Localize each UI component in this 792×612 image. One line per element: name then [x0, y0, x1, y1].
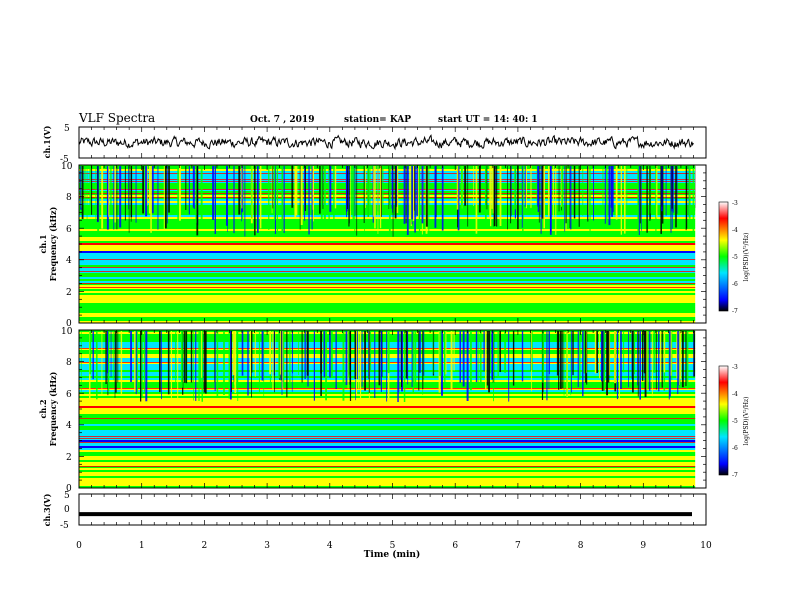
- x-tick-label: 8: [578, 541, 584, 551]
- ch1-ytick-top: 5: [64, 124, 70, 134]
- figure-title: VLF Spectra: [78, 111, 155, 125]
- ch3-waveform-panel: 5 0 -5 ch.3(V) 0 1 2 3 4 5 6 7 8 9 10 Time (min): [42, 491, 712, 560]
- start-time-label: start UT = 14: 40: 1: [438, 115, 538, 125]
- cb2-tick-m7: -7: [732, 472, 738, 479]
- cb2-label: log(PSD)(V²/Hz): [743, 397, 750, 446]
- x-tick-label: 6: [452, 541, 458, 551]
- cb1-tick-m3: -3: [732, 200, 738, 207]
- x-tick-label: 4: [327, 541, 333, 551]
- ch2-ytick-8: 8: [66, 358, 72, 368]
- ch1-ylabel: ch.1(V): [42, 125, 52, 158]
- cb2-tick-m3: -3: [732, 364, 738, 371]
- ch1-ytick-0: 0: [66, 319, 72, 329]
- ch1-ytick-10: 10: [61, 162, 73, 172]
- x-axis-label: Time (min): [364, 549, 421, 560]
- x-tick-label: 9: [640, 541, 646, 551]
- station-label: station= KAP: [344, 115, 411, 125]
- ch1-ytick-4: 4: [66, 256, 72, 266]
- ch2-spectrogram-panel: 0 2 4 6 8 10 ch.2 Frequency (kHz): [38, 327, 707, 494]
- ch2-ytick-0: 0: [66, 484, 72, 494]
- ch1-ytick-6: 6: [66, 225, 72, 235]
- ch2-ylabel-channel: ch.2: [38, 399, 48, 418]
- ch2-spectrogram-image: [79, 330, 706, 489]
- ch2-ytick-6: 6: [66, 390, 72, 400]
- ch1-colorbar: -3 -4 -5 -6 -7 log(PSD)(V²/Hz): [718, 200, 750, 315]
- x-tick-label: 0: [76, 541, 82, 551]
- ch1-ytick-bottom: -5: [60, 155, 69, 165]
- ch2-colorbar: -3 -4 -5 -6 -7 log(PSD)(V²/Hz): [718, 364, 750, 479]
- ch2-ylabel-frequency: Frequency (kHz): [48, 371, 58, 446]
- ch3-ytick-bottom: -5: [60, 521, 69, 531]
- ch1-ylabel-channel: ch.1: [38, 234, 48, 253]
- x-tick-label: 10: [700, 541, 712, 551]
- cb1-tick-m5: -5: [732, 254, 738, 261]
- ch1-spectrogram-panel: 0 2 4 6 8 10 ch.1 Frequency (kHz): [38, 162, 707, 329]
- ch3-ytick-top: 5: [64, 491, 70, 501]
- cb1-tick-m7: -7: [732, 308, 738, 315]
- ch1-spectrogram-image: [79, 165, 706, 324]
- ch3-ytick-zero: 0: [64, 505, 70, 515]
- ch1-ytick-8: 8: [66, 193, 72, 203]
- ch3-ylabel: ch.3(V): [42, 493, 52, 526]
- ch2-ytick-2: 2: [66, 453, 72, 463]
- x-tick-label: 2: [202, 541, 208, 551]
- x-tick-label: 1: [139, 541, 145, 551]
- x-tick-label: 5: [390, 541, 396, 551]
- cb2-tick-m5: -5: [732, 418, 738, 425]
- date-label: Oct. 7 , 2019: [250, 115, 314, 125]
- cb1-label: log(PSD)(V²/Hz): [743, 233, 750, 282]
- cb1-tick-m4: -4: [732, 227, 738, 234]
- cb1-tick-m6: -6: [732, 281, 738, 288]
- cb2-tick-m6: -6: [732, 445, 738, 452]
- x-tick-label: 3: [264, 541, 270, 551]
- x-tick-label: 7: [515, 541, 521, 551]
- ch2-ytick-10: 10: [61, 327, 73, 337]
- ch2-ytick-4: 4: [66, 421, 72, 431]
- ch1-waveform-panel: 5 -5 ch.1(V): [42, 124, 707, 165]
- cb2-tick-m4: -4: [732, 391, 738, 398]
- ch1-waveform-line: [78, 134, 694, 151]
- ch1-ytick-2: 2: [66, 288, 72, 298]
- ch1-ylabel-frequency: Frequency (kHz): [48, 206, 58, 281]
